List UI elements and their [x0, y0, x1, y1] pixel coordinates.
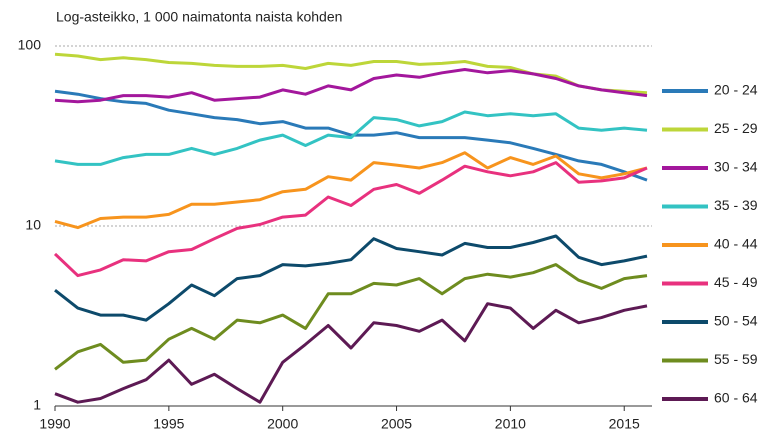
series-line	[54, 89, 648, 182]
x-tick-label: 2005	[381, 416, 412, 432]
legend-label: 20 - 24	[714, 82, 758, 98]
legend-label: 60 - 64	[714, 390, 758, 406]
series-line	[54, 263, 648, 371]
x-tick-label: 1995	[153, 416, 184, 432]
series-line	[54, 234, 648, 322]
series-line	[54, 68, 648, 104]
x-tick-label: 2010	[495, 416, 526, 432]
x-tick-label: 2015	[609, 416, 640, 432]
series-line	[53, 161, 648, 278]
legend-label: 25 - 29	[714, 120, 758, 136]
x-tick-label: 1990	[39, 416, 70, 432]
series-line	[54, 110, 648, 166]
series-line	[54, 151, 648, 230]
x-tick-label: 2000	[267, 416, 298, 432]
series-line	[54, 52, 648, 95]
y-tick-label: 10	[25, 217, 41, 233]
legend-label: 35 - 39	[714, 197, 758, 213]
legend-label: 45 - 49	[714, 274, 758, 290]
y-tick-label: 1	[33, 397, 41, 413]
chart-title: Log-asteikko, 1 000 naimatonta naista ko…	[56, 9, 342, 25]
legend-label: 30 - 34	[714, 159, 758, 175]
series-line	[54, 302, 648, 404]
legend-label: 40 - 44	[714, 236, 758, 252]
legend-label: 50 - 54	[714, 313, 758, 329]
y-tick-label: 100	[18, 37, 42, 53]
legend-label: 55 - 59	[714, 351, 758, 367]
